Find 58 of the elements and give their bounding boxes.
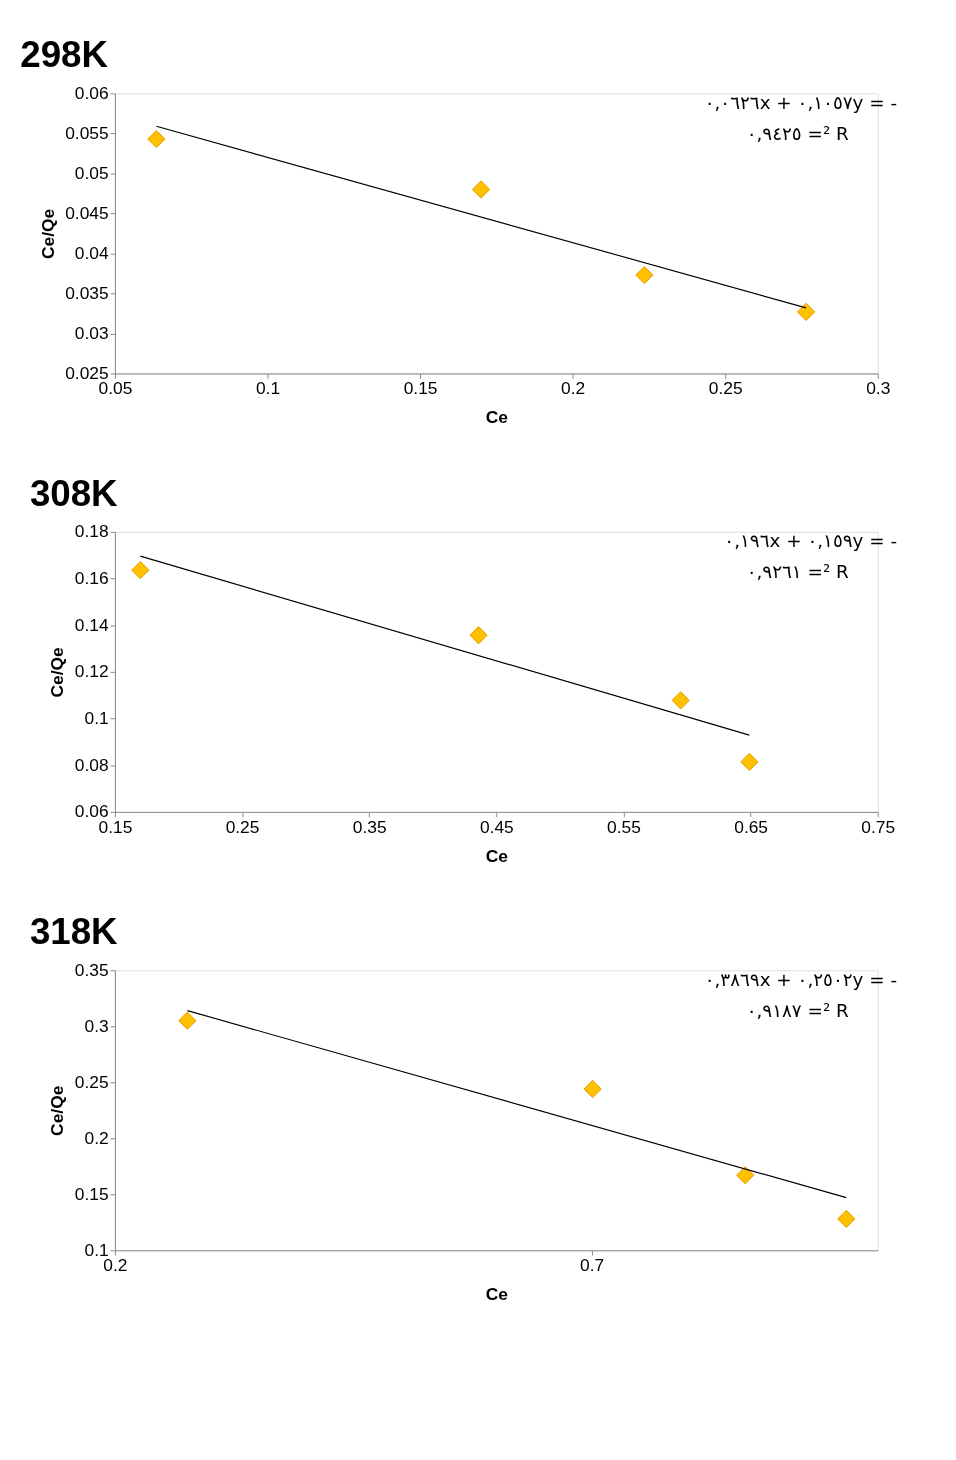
point bbox=[736, 1166, 755, 1185]
y-tick-label: 0.1 bbox=[84, 707, 109, 728]
chart-title: 308K bbox=[29, 472, 119, 514]
x-tick-label: 0.25 bbox=[225, 816, 260, 837]
y-tick-label: 0.08 bbox=[74, 754, 109, 775]
annotation: ٠,٩١٨٧ =² R bbox=[746, 999, 850, 1021]
point bbox=[178, 1011, 197, 1030]
x-tick-label: 0.1 bbox=[255, 378, 281, 399]
x-tick-label: 0.55 bbox=[607, 816, 641, 837]
point bbox=[471, 180, 491, 199]
point bbox=[671, 691, 690, 710]
x-tick-label: 0.25 bbox=[708, 378, 743, 399]
x-tick-label: 0.75 bbox=[861, 816, 896, 837]
y-axis-title: Ce/Qe bbox=[47, 1085, 68, 1136]
point bbox=[147, 129, 166, 149]
x-tick-label: 0.2 bbox=[561, 378, 586, 399]
y-tick-label: 0.2 bbox=[84, 1127, 109, 1148]
x-axis-title: Ce bbox=[485, 1284, 509, 1305]
y-axis-title: Ce/Qe bbox=[37, 208, 58, 260]
y-tick-label: 0.045 bbox=[65, 202, 109, 223]
y-axis-title: Ce/Qe bbox=[47, 646, 68, 698]
y-tick-label: 0.25 bbox=[74, 1071, 109, 1092]
annotation: ٠,٣٨٦٩x + ٠,٢٥٠٢y = - bbox=[704, 968, 898, 990]
point bbox=[740, 752, 759, 772]
x-axis-title: Ce bbox=[485, 407, 509, 428]
x-tick-label: 0.65 bbox=[734, 816, 769, 837]
y-tick-label: 0.1 bbox=[84, 1239, 109, 1260]
y-tick-label: 0.18 bbox=[74, 521, 109, 542]
y-tick-label: 0.16 bbox=[74, 567, 109, 588]
y-tick-label: 0.04 bbox=[74, 242, 109, 263]
y-tick-label: 0.06 bbox=[74, 82, 109, 103]
point bbox=[469, 626, 488, 645]
chart-title: 298K bbox=[20, 34, 109, 76]
y-tick-label: 0.05 bbox=[74, 162, 109, 183]
y-tick-label: 0.35 bbox=[74, 959, 109, 980]
point bbox=[131, 561, 150, 580]
x-tick-label: 0.3 bbox=[866, 378, 891, 399]
point bbox=[583, 1079, 602, 1099]
y-tick-label: 0.3 bbox=[84, 1015, 109, 1036]
chart-title: 318K bbox=[29, 911, 119, 953]
x-tick-label: 0.7 bbox=[580, 1255, 605, 1276]
y-tick-label: 0.12 bbox=[74, 661, 109, 682]
annotation: ٠,٩٢٦١ =² R bbox=[746, 561, 850, 583]
x-tick-label: 0.15 bbox=[403, 378, 438, 399]
point bbox=[796, 302, 816, 322]
y-tick-label: 0.035 bbox=[65, 282, 109, 303]
annotation: ٠,٩٤٢٥ =² R bbox=[746, 122, 850, 144]
annotation: ٠,١٩٦x + ٠,١٥٩y = - bbox=[724, 530, 898, 552]
y-tick-label: 0.15 bbox=[74, 1183, 109, 1204]
y-tick-label: 0.055 bbox=[65, 122, 109, 143]
y-tick-label: 0.14 bbox=[74, 614, 109, 635]
x-tick-label: 0.35 bbox=[352, 816, 387, 837]
x-axis-title: Ce bbox=[485, 845, 509, 866]
point bbox=[837, 1209, 856, 1229]
x-tick-label: 0.45 bbox=[479, 816, 514, 837]
point bbox=[635, 265, 654, 285]
annotation: ٠,٠٦٢٦x + ٠,١٠٥٧y = - bbox=[704, 91, 898, 113]
y-tick-label: 0.03 bbox=[74, 322, 109, 343]
